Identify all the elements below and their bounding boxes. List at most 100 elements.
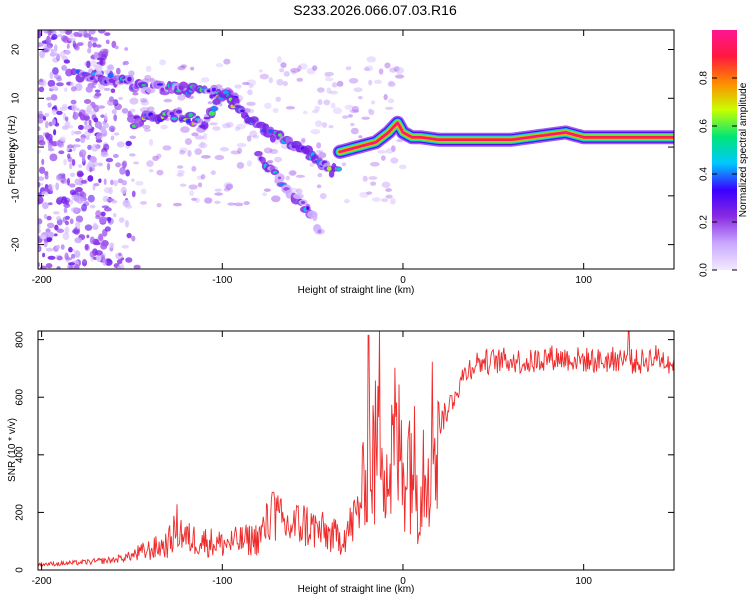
haze-speck: [367, 108, 372, 113]
noise-speck: [104, 112, 108, 121]
noise-speck: [93, 51, 100, 58]
noise-speck: [123, 60, 129, 66]
noise-speck: [87, 128, 94, 133]
ridge-core: [209, 94, 214, 99]
noise-speck: [97, 162, 103, 167]
ridge-blob: [312, 212, 318, 222]
y-tick-label: 200: [15, 504, 26, 521]
noise-speck: [70, 86, 77, 92]
noise-speck: [111, 200, 118, 204]
haze-speck: [341, 162, 347, 167]
noise-speck: [73, 130, 82, 135]
noise-speck: [57, 33, 63, 38]
noise-speck: [55, 216, 62, 221]
haze-speck: [144, 74, 152, 81]
haze-speck: [225, 121, 234, 128]
noise-speck: [39, 50, 46, 59]
noise-speck: [45, 228, 51, 233]
noise-speck: [56, 82, 64, 87]
haze-speck: [393, 65, 400, 72]
noise-speck: [87, 47, 92, 54]
noise-speck: [117, 265, 122, 269]
noise-speck: [44, 174, 49, 180]
haze-speck: [143, 128, 151, 132]
haze-speck: [214, 188, 222, 192]
noise-speck: [89, 60, 98, 67]
noise-speck: [45, 247, 54, 252]
noise-speck: [50, 94, 58, 101]
haze-speck: [275, 96, 281, 102]
haze-speck: [389, 67, 397, 73]
noise-speck: [53, 233, 58, 237]
noise-speck: [45, 36, 52, 44]
haze-speck: [301, 137, 306, 143]
haze-speck: [319, 192, 327, 200]
noise-speck: [120, 186, 127, 194]
snr-panel: -200 -100 0 100 0 200 400 600 800 Height of str…: [7, 330, 675, 595]
haze-speck: [316, 87, 325, 93]
chart-title: S233.2026.066.07.03.R16: [293, 2, 457, 18]
noise-speck: [92, 222, 98, 228]
colorbar-tick-label: 0.6: [699, 119, 710, 133]
noise-speck: [80, 179, 87, 184]
haze-speck: [258, 69, 263, 73]
snr-y-ticks: 0 200 400 600 800: [15, 331, 674, 573]
noise-speck: [112, 153, 119, 158]
haze-speck: [310, 128, 321, 135]
haze-speck: [364, 65, 374, 72]
haze-speck: [210, 170, 216, 176]
noise-speck: [54, 44, 58, 52]
noise-speck: [70, 207, 79, 213]
haze-speck: [285, 175, 290, 181]
haze-speck: [191, 165, 197, 172]
ridge-core: [169, 111, 175, 116]
noise-speck: [87, 161, 94, 169]
noise-speck: [58, 142, 65, 148]
haze-speck: [395, 74, 405, 79]
noise-speck: [83, 98, 92, 104]
noise-speck: [70, 253, 76, 259]
noise-speck: [93, 117, 99, 123]
noise-speck: [64, 87, 68, 92]
haze-speck: [268, 77, 273, 84]
haze-speck: [187, 149, 192, 157]
noise-speck: [56, 174, 62, 181]
haze-speck: [316, 149, 323, 154]
noise-speck: [56, 244, 60, 250]
spectrogram-marks: [38, 30, 674, 269]
noise-speck: [38, 42, 43, 48]
haze-speck: [289, 170, 297, 176]
noise-speck: [83, 33, 92, 38]
haze-speck: [190, 66, 195, 71]
haze-speck: [368, 176, 378, 180]
haze-speck: [282, 81, 289, 87]
haze-speck: [283, 71, 290, 77]
colorbar: 0.0 0.2 0.4 0.6 0.8 Normalized spectral ampl…: [699, 30, 749, 277]
noise-speck: [47, 30, 52, 37]
ridge-core: [156, 83, 164, 86]
haze-speck: [145, 65, 152, 73]
noise-speck: [42, 252, 46, 258]
noise-speck: [49, 187, 54, 195]
haze-speck: [345, 66, 352, 71]
haze-speck: [234, 126, 241, 132]
haze-speck: [366, 191, 373, 195]
haze-speck: [347, 114, 353, 118]
noise-speck: [93, 183, 100, 187]
noise-speck: [73, 194, 80, 202]
noise-speck: [75, 138, 81, 142]
haze-speck: [297, 65, 302, 72]
noise-speck: [42, 202, 49, 210]
haze-speck: [264, 102, 272, 110]
haze-speck: [343, 198, 350, 204]
ridge-blob: [197, 118, 204, 124]
noise-speck: [125, 145, 130, 149]
noise-speck: [55, 140, 62, 144]
noise-speck: [92, 241, 101, 246]
spectrogram-y-axis-label: Frequency (Hz): [7, 116, 18, 185]
noise-speck: [84, 243, 89, 251]
haze-speck: [366, 56, 377, 63]
haze-speck: [177, 94, 186, 101]
haze-speck: [156, 169, 164, 176]
noise-speck: [96, 254, 102, 262]
